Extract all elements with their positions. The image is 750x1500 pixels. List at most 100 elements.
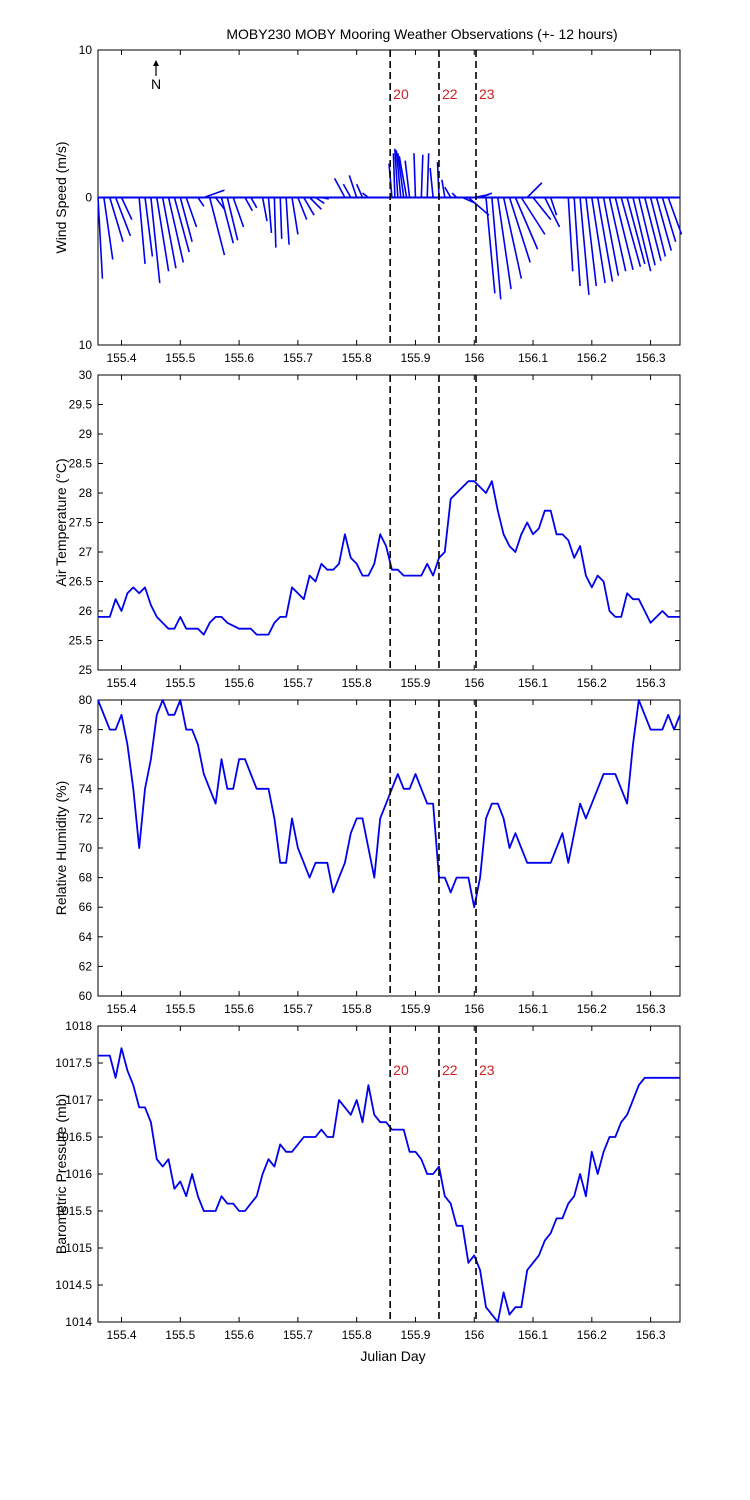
y-tick-label: 10 bbox=[79, 43, 93, 57]
y-tick-label: 29.5 bbox=[69, 398, 93, 412]
wind-vector bbox=[614, 197, 634, 270]
series-line bbox=[98, 1047, 680, 1323]
wind-vector bbox=[397, 153, 405, 198]
wind-vector bbox=[285, 197, 290, 245]
event-marker-label: 22 bbox=[442, 86, 458, 102]
wind-vector bbox=[208, 197, 226, 256]
wind-vector bbox=[420, 154, 424, 198]
wind-vector bbox=[585, 197, 598, 287]
wind-vector bbox=[444, 186, 452, 198]
x-tick-label: 155.9 bbox=[400, 1328, 430, 1342]
wind-vector bbox=[655, 197, 673, 251]
wind-vector bbox=[220, 197, 235, 244]
figure-title: MOBY230 MOBY Mooring Weather Observation… bbox=[226, 26, 617, 42]
x-tick-label: 155.6 bbox=[224, 1002, 254, 1016]
wind-vector bbox=[404, 160, 411, 198]
x-tick-label: 155.7 bbox=[283, 1002, 313, 1016]
x-tick-label: 156.1 bbox=[518, 1328, 548, 1342]
y-tick-label: 28 bbox=[79, 486, 93, 500]
x-tick-label: 156.3 bbox=[636, 1328, 666, 1342]
y-tick-label: 28.5 bbox=[69, 457, 93, 471]
y-tick-label: 1015 bbox=[65, 1241, 92, 1255]
wind-vector bbox=[596, 197, 614, 282]
y-tick-label: 1018 bbox=[65, 1019, 92, 1033]
y-tick-label: 1015.5 bbox=[55, 1204, 92, 1218]
panel-2: 155.4 155.5 155.6 155.7 155.8 155.9 156 156.1 15… bbox=[53, 368, 681, 690]
y-tick-label: 30 bbox=[79, 368, 93, 382]
wind-vector bbox=[161, 197, 177, 269]
wind-vector bbox=[508, 197, 531, 263]
y-tick-label: 1017 bbox=[65, 1093, 92, 1107]
wind-vector bbox=[203, 189, 225, 199]
x-tick-label: 156 bbox=[464, 1002, 484, 1016]
wind-vector bbox=[315, 196, 325, 205]
chart-panels: 155.4 155.5 155.6 155.7 155.8 155.9 156 156.1 15… bbox=[53, 43, 683, 1342]
y-axis-label: Wind Speed (m/s) bbox=[53, 141, 69, 253]
wind-vector bbox=[394, 148, 399, 198]
wind-vector bbox=[267, 197, 273, 233]
x-tick-label: 156 bbox=[464, 351, 484, 365]
wind-vector bbox=[103, 197, 114, 260]
wind-vector bbox=[451, 192, 458, 199]
wind-vector bbox=[309, 196, 323, 210]
wind-vector bbox=[197, 197, 205, 207]
y-tick-label: 27 bbox=[79, 545, 93, 559]
wind-vector bbox=[520, 197, 546, 235]
x-tick-label: 156 bbox=[464, 1328, 484, 1342]
y-axis-label: Air Temperature (°C) bbox=[53, 458, 69, 586]
y-tick-label: 76 bbox=[79, 752, 93, 766]
wind-vector bbox=[549, 197, 558, 216]
wind-vector bbox=[485, 197, 496, 294]
wind-vector bbox=[321, 196, 329, 200]
wind-vector bbox=[626, 197, 646, 265]
wind-vector bbox=[232, 197, 245, 228]
y-tick-label: 72 bbox=[79, 811, 93, 825]
y-tick-label: 80 bbox=[79, 693, 93, 707]
wind-vector bbox=[244, 197, 254, 212]
series-line bbox=[98, 480, 680, 636]
wind-vector bbox=[467, 196, 490, 216]
event-marker-label: 22 bbox=[442, 1062, 458, 1078]
y-tick-label: 1016 bbox=[65, 1167, 92, 1181]
wind-vector bbox=[388, 163, 393, 198]
x-tick-label: 155.6 bbox=[224, 676, 254, 690]
x-tick-label: 155.4 bbox=[106, 1002, 136, 1016]
north-arrow-head bbox=[153, 60, 159, 66]
wind-vector bbox=[544, 197, 561, 228]
x-tick-label: 155.9 bbox=[400, 1002, 430, 1016]
y-tick-label: 64 bbox=[79, 930, 93, 944]
x-tick-label: 155.8 bbox=[342, 1002, 372, 1016]
wind-vector bbox=[179, 197, 193, 242]
wind-vector bbox=[297, 197, 308, 220]
x-tick-label: 155.8 bbox=[342, 1328, 372, 1342]
x-tick-label: 155.6 bbox=[224, 1328, 254, 1342]
wind-vector bbox=[342, 183, 352, 198]
panel-3: 155.4 155.5 155.6 155.7 155.8 155.9 156 156.1 15… bbox=[53, 693, 681, 1016]
y-tick-label: 25 bbox=[79, 663, 93, 677]
x-tick-label: 156.2 bbox=[577, 1002, 607, 1016]
wind-vector bbox=[173, 197, 190, 253]
x-tick-label: 155.5 bbox=[165, 351, 195, 365]
x-tick-label: 156.1 bbox=[518, 351, 548, 365]
wind-vector bbox=[579, 197, 590, 295]
wind-vector bbox=[333, 177, 346, 198]
y-tick-label: 62 bbox=[79, 959, 93, 973]
wind-vector bbox=[661, 197, 677, 242]
wind-vector bbox=[392, 153, 396, 198]
x-tick-label: 155.9 bbox=[400, 351, 430, 365]
wind-vector bbox=[608, 197, 627, 272]
wind-vector bbox=[167, 197, 185, 263]
y-tick-label: 68 bbox=[79, 871, 93, 885]
wind-vector bbox=[362, 192, 369, 199]
y-tick-label: 1016.5 bbox=[55, 1130, 92, 1144]
wind-vector bbox=[120, 197, 133, 220]
wind-vector bbox=[355, 183, 364, 198]
x-tick-label: 156.2 bbox=[577, 351, 607, 365]
plot-frame bbox=[97, 1025, 681, 1323]
event-marker-label: 23 bbox=[479, 86, 495, 102]
x-tick-label: 155.6 bbox=[224, 351, 254, 365]
wind-vector bbox=[429, 167, 434, 198]
x-axis-label: Julian Day bbox=[360, 1348, 425, 1364]
wind-vector bbox=[291, 197, 299, 235]
